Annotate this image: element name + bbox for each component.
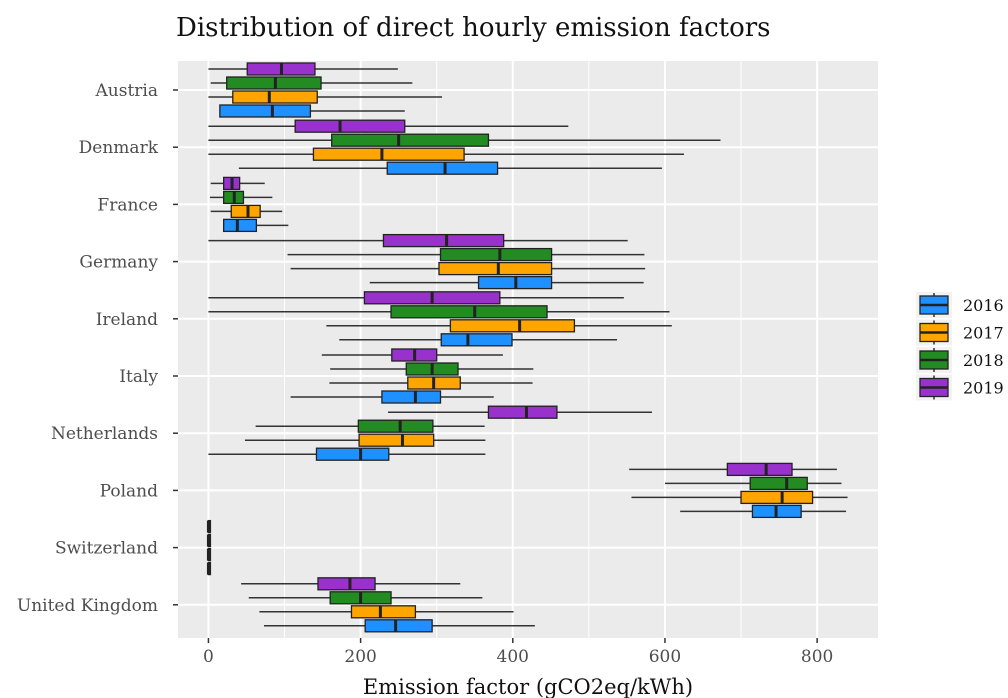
box-netherlands-2018: [255, 419, 485, 433]
box-austria-2019: [208, 62, 398, 76]
box-france-2019: [210, 176, 265, 191]
box-iqr: [232, 90, 318, 104]
x-tick-label: 400: [497, 647, 529, 667]
x-axis-title: Emission factor (gCO2eq/kWh): [363, 675, 693, 698]
box-france-2016: [223, 218, 289, 233]
box-germany-2016: [369, 275, 644, 290]
y-tick-label: Denmark: [79, 138, 159, 158]
box-iqr: [449, 319, 576, 333]
legend-item-2016: 2016: [916, 292, 1004, 318]
box-germany-2017: [290, 261, 646, 276]
box-iqr: [438, 261, 553, 276]
box-italy-2017: [329, 376, 533, 390]
box-iqr: [740, 490, 814, 505]
box-iqr: [312, 147, 465, 161]
box-poland-2016: [680, 504, 847, 519]
box-italy-2018: [330, 362, 534, 376]
box-iqr: [315, 447, 390, 461]
box-austria-2016: [219, 104, 405, 118]
box-iqr: [386, 161, 499, 175]
legend-item-2018: 2018: [916, 347, 1004, 373]
box-iqr: [381, 390, 442, 404]
x-tick-label: 800: [801, 647, 833, 667]
y-tick-label: France: [97, 195, 158, 215]
x-axis: 0 200 400 600 800: [203, 638, 833, 667]
box-united-kingdom-2018: [248, 591, 483, 605]
box-denmark-2017: [208, 147, 684, 161]
box-italy-2019: [321, 348, 503, 362]
x-tick-label: 0: [203, 647, 214, 667]
box-united-kingdom-2017: [259, 605, 514, 619]
y-axis: Austria Denmark France Germany Ireland Italy N…: [17, 81, 178, 616]
legend-item-2019: 2019: [916, 374, 1004, 401]
y-tick-label: Italy: [119, 367, 158, 387]
box-iqr: [358, 433, 435, 447]
box-switzerland-2018: [206, 533, 212, 548]
x-tick-label: 200: [344, 647, 376, 667]
box-iqr: [223, 218, 258, 233]
box-iqr: [439, 247, 553, 262]
y-tick-label: Austria: [95, 81, 158, 101]
box-iqr: [726, 462, 793, 477]
x-tick-label: 600: [649, 647, 681, 667]
box-netherlands-2017: [244, 433, 486, 447]
box-iqr: [350, 605, 417, 619]
legend-item-2017: 2017: [916, 319, 1004, 346]
box-denmark-2016: [238, 161, 662, 175]
box-iqr: [390, 305, 548, 319]
legend-label: 2016: [963, 296, 1004, 315]
box-austria-2017: [208, 90, 443, 104]
box-netherlands-2016: [208, 447, 486, 461]
box-austria-2018: [210, 76, 413, 90]
y-tick-label: Germany: [79, 253, 158, 273]
y-tick-label: Ireland: [96, 310, 158, 330]
box-iqr: [317, 577, 376, 591]
box-iqr: [331, 133, 490, 147]
legend-label: 2019: [963, 379, 1004, 398]
box-france-2017: [210, 204, 283, 219]
y-tick-label: Switzerland: [55, 539, 158, 559]
box-iqr: [219, 104, 312, 118]
box-iqr: [226, 76, 322, 90]
boxplot-series: [206, 62, 848, 633]
box-poland-2017: [631, 490, 848, 505]
box-ireland-2017: [326, 319, 672, 333]
chart-title: Distribution of direct hourly emission f…: [176, 13, 771, 43]
box-poland-2018: [664, 476, 842, 491]
box-iqr: [364, 619, 433, 633]
box-denmark-2019: [208, 119, 569, 133]
box-united-kingdom-2019: [241, 577, 461, 591]
box-ireland-2018: [208, 305, 670, 319]
box-ireland-2016: [339, 333, 618, 347]
legend-label: 2018: [963, 351, 1004, 370]
plot-panel: [178, 61, 878, 638]
y-tick-label: Poland: [100, 481, 159, 501]
box-germany-2019: [208, 233, 628, 248]
box-italy-2016: [290, 390, 494, 404]
box-united-kingdom-2016: [263, 619, 535, 633]
box-switzerland-2016: [206, 561, 212, 576]
legend-label: 2017: [963, 324, 1004, 343]
box-denmark-2018: [208, 133, 721, 147]
box-france-2018: [209, 190, 273, 205]
box-iqr: [749, 476, 808, 491]
box-switzerland-2017: [206, 547, 212, 562]
box-switzerland-2019: [206, 519, 212, 534]
legend: 2016 2017 2018 2019: [916, 292, 1004, 401]
y-tick-label: Netherlands: [51, 424, 158, 444]
grid-lines: [178, 61, 878, 638]
box-iqr: [357, 419, 434, 433]
box-iqr: [294, 119, 406, 133]
box-ireland-2019: [208, 291, 624, 305]
box-iqr: [487, 405, 558, 419]
y-tick-label: United Kingdom: [17, 596, 158, 616]
box-iqr: [440, 333, 513, 347]
box-iqr: [230, 204, 261, 219]
box-iqr: [382, 233, 505, 248]
box-poland-2019: [629, 462, 837, 477]
box-netherlands-2019: [388, 405, 653, 419]
box-germany-2018: [287, 247, 645, 262]
